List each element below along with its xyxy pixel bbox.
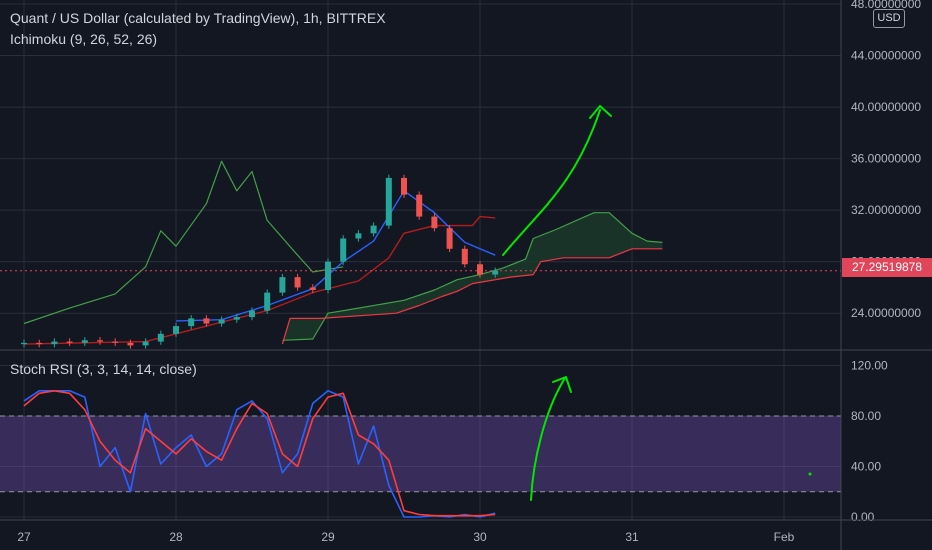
cloud-fill bbox=[282, 212, 663, 345]
candle-body bbox=[127, 342, 134, 346]
y-tick-label: 40.00000000 bbox=[851, 100, 921, 114]
candle-body bbox=[233, 317, 240, 320]
candle-body bbox=[492, 270, 499, 275]
candle-body bbox=[36, 342, 43, 345]
candle-body bbox=[325, 261, 331, 291]
candle-body bbox=[309, 287, 316, 291]
upper-arrow-shaft bbox=[502, 109, 601, 256]
candle-body bbox=[249, 310, 255, 318]
y-tick-label: 0.00 bbox=[851, 510, 875, 524]
stoch-d-line bbox=[23, 389, 496, 517]
candle-body bbox=[142, 341, 149, 346]
lagging-span-line bbox=[23, 160, 344, 325]
x-tick-label: Feb bbox=[774, 530, 795, 544]
candle-body bbox=[173, 326, 179, 334]
stoch-rsi-band bbox=[0, 415, 841, 493]
candle-body bbox=[461, 248, 468, 265]
stoch-k-line bbox=[23, 389, 496, 518]
x-tick-label: 30 bbox=[473, 530, 487, 544]
candle-body bbox=[81, 340, 88, 343]
lower-arrow-head bbox=[552, 376, 572, 393]
stoch-rsi-legend[interactable]: Stoch RSI (3, 3, 14, 14, close) bbox=[10, 361, 197, 377]
y-tick-label: 80.00 bbox=[851, 409, 881, 423]
candle-body bbox=[279, 277, 286, 293]
y-tick-label: 40.00 bbox=[851, 460, 881, 474]
y-tick-label: 120.00 bbox=[851, 359, 888, 373]
y-tick-label: 44.00000000 bbox=[851, 49, 921, 63]
candle-body bbox=[21, 342, 27, 345]
candle-body bbox=[446, 228, 453, 249]
candle-body bbox=[97, 340, 103, 342]
candle-body bbox=[431, 216, 438, 229]
last-price-tag: 27.29519878 bbox=[842, 258, 932, 277]
x-tick-label: 29 bbox=[321, 530, 335, 544]
y-tick-label: 48.00000000 bbox=[851, 0, 921, 11]
candle-body bbox=[51, 341, 58, 345]
candle-body bbox=[203, 318, 210, 324]
ichimoku-legend[interactable]: Ichimoku (9, 26, 52, 26) bbox=[10, 31, 158, 47]
candle-body bbox=[66, 341, 73, 343]
candle-body bbox=[385, 177, 392, 226]
candle-body bbox=[416, 194, 423, 217]
candle-body bbox=[157, 333, 164, 342]
x-tick-label: 28 bbox=[169, 530, 183, 544]
candle-body bbox=[188, 318, 195, 327]
symbol-title: Quant / US Dollar (calculated by Trading… bbox=[10, 10, 386, 26]
candle-body bbox=[294, 277, 301, 288]
candle-body bbox=[112, 341, 119, 343]
lower-arrow-shaft bbox=[530, 377, 566, 501]
candle-body bbox=[370, 225, 377, 234]
hand-drawn-arrows bbox=[502, 105, 812, 501]
base-line bbox=[23, 215, 496, 345]
candle-body bbox=[218, 319, 225, 324]
x-tick-label: 31 bbox=[625, 530, 639, 544]
x-tick-label: 27 bbox=[17, 530, 31, 544]
candle-body bbox=[355, 233, 362, 239]
y-tick-label: 36.00000000 bbox=[851, 152, 921, 166]
candle-body bbox=[477, 264, 483, 275]
candle-body bbox=[401, 177, 407, 195]
annotation-dot bbox=[808, 472, 812, 476]
y-tick-label: 24.00000000 bbox=[851, 306, 921, 320]
candle-body bbox=[264, 292, 271, 311]
candlesticks bbox=[21, 174, 499, 349]
leading-span-a-line bbox=[282, 212, 663, 341]
upper-arrow-head bbox=[589, 105, 612, 119]
candle-body bbox=[340, 238, 347, 262]
ichimoku-cloud bbox=[282, 212, 663, 345]
currency-badge[interactable]: USD bbox=[873, 9, 905, 28]
leading-span-b-line bbox=[281, 248, 663, 345]
y-tick-label: 32.00000000 bbox=[851, 203, 921, 217]
overbought-oversold-band bbox=[0, 416, 841, 492]
